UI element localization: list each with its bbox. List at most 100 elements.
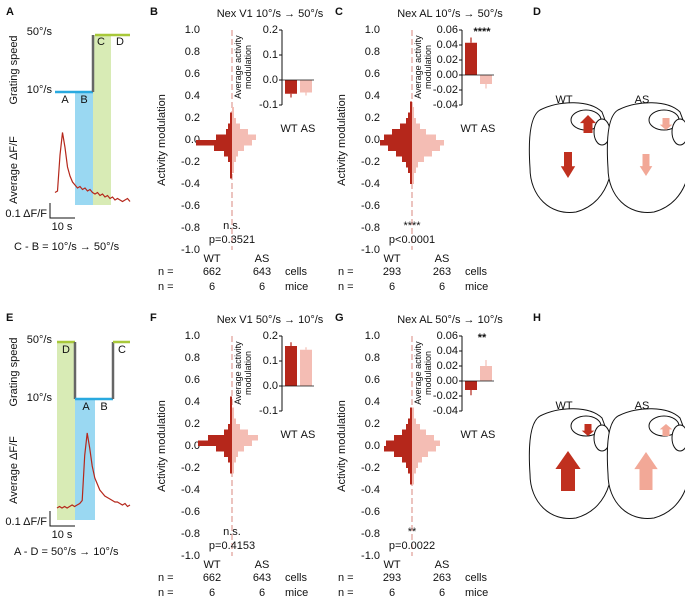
histogram-bar: [410, 479, 412, 485]
histogram-bar: [226, 129, 232, 135]
histogram-bar: [230, 402, 232, 408]
n-table-cell: 6: [439, 281, 445, 293]
trace-line: [56, 432, 131, 509]
n-table-cell: n =: [338, 572, 354, 584]
histogram-bar: [412, 473, 414, 479]
inset-tick-label: 0.1: [263, 355, 278, 367]
histogram-bar: [230, 167, 232, 173]
inset-significance: ****: [473, 26, 491, 38]
histogram-bar: [412, 479, 414, 485]
group-header: AS: [255, 559, 270, 571]
histogram-bar: [394, 435, 412, 441]
inset-bar: [465, 42, 477, 75]
y-axis-label: Activity modulation: [336, 400, 348, 492]
y-tick-label: 0.2: [185, 418, 200, 430]
n-table-cell: 6: [259, 281, 265, 293]
y-tick-label: -1.0: [361, 550, 380, 562]
histogram-bar: [232, 462, 234, 468]
inset-tick-label: 0.1: [263, 49, 278, 61]
chart-title: Nex AL 10°/s → 50°/s: [397, 8, 503, 20]
epoch-shade: [57, 342, 75, 520]
chart-title: Nex V1 50°/s → 10°/s: [217, 314, 324, 326]
histogram-bar: [228, 424, 232, 430]
histogram-bar: [198, 440, 232, 446]
histogram-bar: [384, 134, 412, 140]
speed-label: 50°/s: [27, 26, 53, 38]
histogram-bar: [412, 129, 426, 135]
n-table-cell: 6: [439, 587, 445, 597]
arrow: [634, 452, 658, 490]
histogram-bar: [232, 107, 234, 113]
histogram-bar: [232, 140, 252, 146]
histogram-bar: [196, 140, 232, 146]
histogram-bar: [410, 413, 412, 419]
group-header: WT: [383, 559, 400, 571]
histogram-bar: [412, 446, 436, 452]
y-tick-label: -0.6: [361, 506, 380, 518]
histogram-bar: [232, 429, 248, 435]
panel-label: D: [533, 6, 541, 18]
inset-category: AS: [301, 429, 316, 441]
histogram-bar: [410, 178, 412, 184]
inset-y-label-box: Average activity modulation: [413, 341, 433, 404]
n-table-cell: mice: [465, 587, 488, 597]
inset-tick-label: 0.02: [437, 360, 458, 372]
histogram-bar: [228, 156, 232, 162]
scale-x-label: 10 s: [52, 529, 73, 541]
y-tick-label: 0.6: [365, 374, 380, 386]
y-tick-label: 0.8: [185, 352, 200, 364]
inset-category: WT: [460, 123, 477, 135]
y-tick-label: -1.0: [361, 244, 380, 256]
inset-category: WT: [460, 429, 477, 441]
histogram-bar: [408, 112, 412, 118]
histogram-bar: [400, 123, 412, 129]
n-table-cell: 643: [253, 572, 271, 584]
y-tick-label: 0.8: [365, 46, 380, 58]
histogram-bar: [384, 446, 412, 452]
inset-bar: [465, 381, 477, 390]
y-tick-label: 0.8: [185, 46, 200, 58]
inset-bar: [285, 80, 297, 94]
histogram-bar: [232, 435, 258, 441]
histogram-bar: [412, 468, 416, 474]
y-tick-label: -0.6: [181, 200, 200, 212]
histogram-bar: [224, 429, 232, 435]
group-label: WT: [555, 94, 572, 106]
epoch-label: D: [62, 344, 70, 356]
histogram-bar: [412, 462, 418, 468]
y-axis-label: Activity modulation: [156, 400, 168, 492]
n-table-cell: cells: [465, 266, 488, 278]
group-label: AS: [635, 400, 650, 412]
histogram-bar: [232, 468, 234, 474]
histogram-bar: [230, 396, 232, 402]
group-header: WT: [203, 559, 220, 571]
inset-tick-label: 0.00: [437, 375, 458, 387]
histogram-bar: [232, 151, 238, 157]
histogram-bar: [412, 118, 416, 124]
histogram-bar: [230, 407, 232, 413]
histogram-bar: [412, 407, 414, 413]
histogram-bar: [406, 118, 412, 124]
histogram-bar: [412, 112, 414, 118]
n-table-cell: 6: [389, 587, 395, 597]
y-tick-label: 0.0: [365, 440, 380, 452]
histogram-bar: [232, 418, 236, 424]
histogram-bar: [232, 162, 234, 168]
significance: **: [408, 526, 417, 538]
inset-category: AS: [481, 429, 496, 441]
histogram-bar: [406, 462, 412, 468]
histogram-bar: [412, 123, 420, 129]
histogram-bar: [410, 473, 412, 479]
y-tick-label: -0.6: [181, 506, 200, 518]
inset-tick-label: -0.1: [259, 405, 278, 417]
inset-category: AS: [481, 123, 496, 135]
inset-bar: [480, 75, 492, 84]
chart-title: Nex V1 10°/s → 50°/s: [217, 8, 324, 20]
y-tick-label: 0.2: [185, 112, 200, 124]
histogram-bar: [410, 107, 412, 113]
group-label: AS: [635, 94, 650, 106]
y-tick-label: 0.6: [365, 68, 380, 80]
inset-tick-label: 0.06: [437, 24, 458, 36]
inset-tick-label: 0.02: [437, 54, 458, 66]
